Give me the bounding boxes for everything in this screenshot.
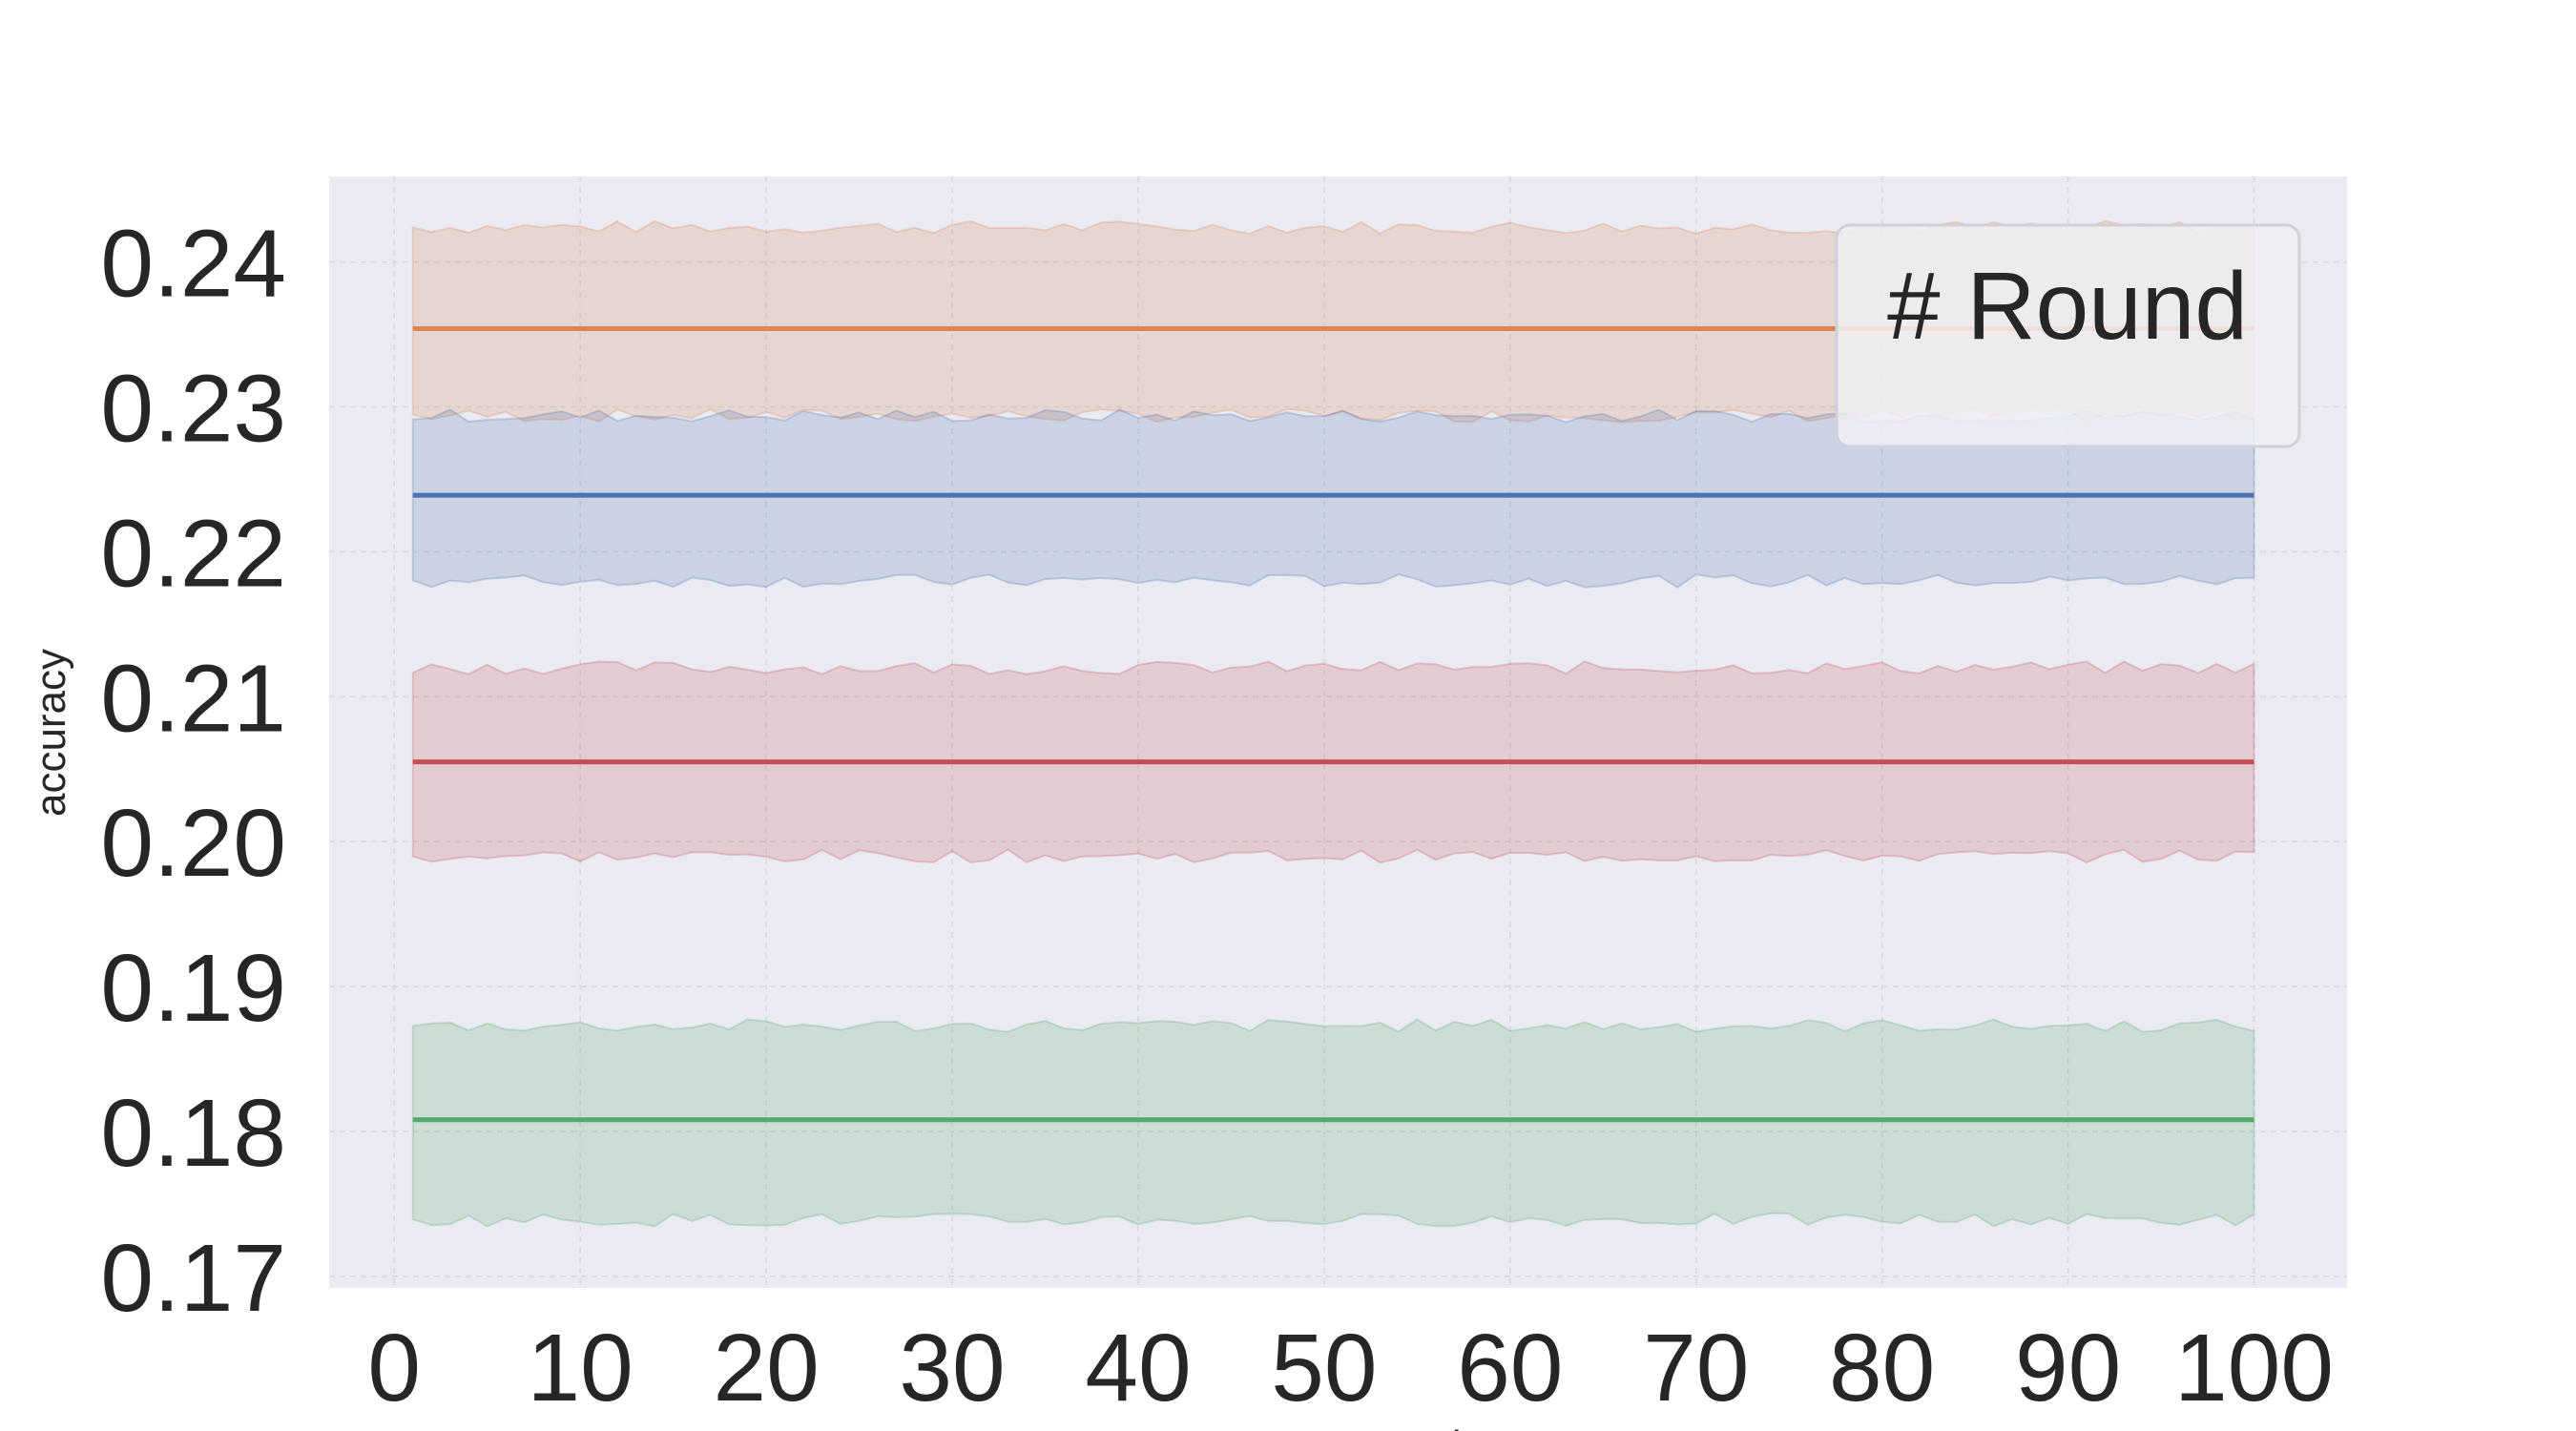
x-tick-labels: 0 10 20 30 40 50 60 70 80 90 100 (367, 1315, 2334, 1421)
y-tick-labels: 0.17 0.18 0.19 0.20 0.21 0.22 0.23 0.24 (100, 211, 286, 1332)
y-tick-label: 0.21 (100, 645, 286, 752)
legend-box (1835, 223, 2301, 448)
y-tick-label: 0.23 (100, 356, 286, 463)
x-tick-label: 80 (1829, 1315, 1935, 1421)
x-axis-label: server_round (1214, 1422, 1461, 1431)
x-tick-label: 50 (1271, 1315, 1377, 1421)
y-tick-label: 0.18 (100, 1080, 286, 1187)
y-tick-label: 0.19 (100, 935, 286, 1042)
y-axis-label: accuracy (28, 649, 74, 817)
confidence-band (411, 1018, 2255, 1228)
x-tick-label: 10 (528, 1315, 634, 1421)
x-tick-label: 100 (2174, 1315, 2334, 1421)
x-tick-label: 40 (1085, 1315, 1191, 1421)
x-tick-label: 20 (713, 1315, 819, 1421)
x-tick-label: 70 (1643, 1315, 1749, 1421)
y-tick-label: 0.24 (100, 211, 286, 318)
y-tick-label: 0.22 (100, 500, 286, 607)
y-tick-label: 0.20 (100, 790, 286, 897)
x-tick-label: 60 (1457, 1315, 1563, 1421)
confidence-band (411, 408, 2255, 589)
x-tick-label: 30 (899, 1315, 1005, 1421)
x-tick-label: 90 (2015, 1315, 2121, 1421)
y-tick-label: 0.17 (100, 1225, 286, 1332)
legend: # Round (1835, 223, 2301, 448)
x-tick-label: 0 (367, 1315, 421, 1421)
legend-title: # Round (1887, 253, 2248, 360)
